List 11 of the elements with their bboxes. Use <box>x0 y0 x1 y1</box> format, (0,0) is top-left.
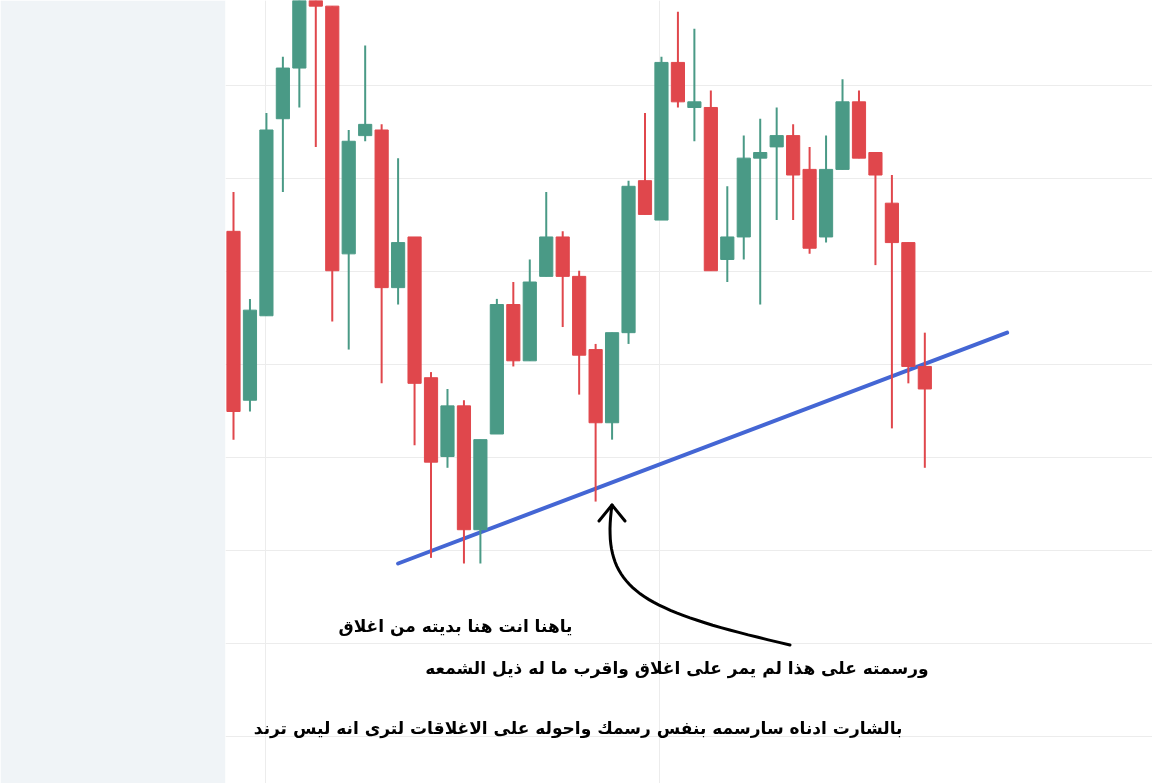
candlestick <box>687 27 702 143</box>
candlestick <box>769 106 784 222</box>
candlestick <box>308 0 323 148</box>
candlestick <box>753 117 768 306</box>
text: ورسمته على هذا لم يمر على اغلاق واقرب ما له ذيل الشمعه <box>425 657 929 679</box>
candlestick <box>868 151 883 267</box>
text: بالشارت ادناه سارسمه بنفس رسمك واحوله على الاغلاقات لترى انه ليس ترند <box>253 717 903 739</box>
candlestick <box>358 44 373 143</box>
candlestick <box>720 185 735 283</box>
text: ياهنا انت هنا بديته من اغلاق <box>338 615 573 637</box>
candlestick <box>917 331 932 469</box>
